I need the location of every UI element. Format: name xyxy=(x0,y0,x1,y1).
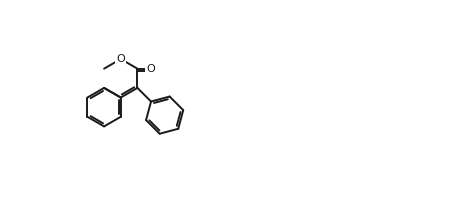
Text: O: O xyxy=(116,54,125,64)
Text: O: O xyxy=(146,64,155,74)
